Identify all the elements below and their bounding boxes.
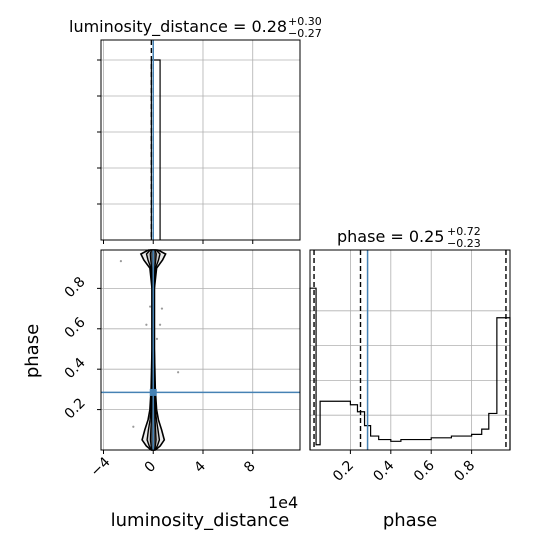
y-tick-label-phase: 0.4: [62, 355, 89, 382]
phase-title-plus: +0.72: [447, 225, 481, 238]
x-tick-label-distance: 0: [142, 458, 160, 476]
y-tick-label-phase: 0.8: [62, 274, 89, 301]
y-tick-label-phase: 0.6: [62, 314, 89, 341]
x-tick-label-distance: 4: [191, 458, 209, 476]
phase-histogram-panel: [309, 249, 511, 454]
x-tick-label-phase: 0.6: [411, 458, 438, 485]
panel-frame: [309, 249, 511, 451]
panel-frame: [100, 39, 301, 241]
truth-marker: [149, 388, 157, 396]
y-axis-label-phase: phase: [22, 324, 43, 378]
scatter-point: [119, 260, 122, 263]
luminosity-distance-title-plus: +0.30: [288, 15, 322, 28]
x-axis-label-luminosity-distance: luminosity_distance: [111, 510, 290, 531]
scatter-point: [160, 307, 164, 310]
luminosity-distance-histogram-panel: [97, 39, 301, 244]
scatter-point: [158, 323, 162, 326]
x-tick-label-distance: 8: [241, 458, 259, 476]
phase-title: phase = 0.25: [337, 227, 444, 246]
joint-density-panel: [97, 249, 301, 454]
offset-label: 1e4: [268, 493, 298, 512]
x-tick-label-phase: 0.4: [370, 458, 397, 485]
scatter-point: [132, 425, 135, 428]
x-tick-label-phase: 0.2: [330, 458, 357, 485]
histogram-step: [309, 287, 511, 450]
luminosity-distance-title: luminosity_distance = 0.28: [69, 17, 287, 37]
y-tick-label-phase: 0.2: [62, 395, 89, 422]
x-axis-label-phase: phase: [383, 510, 437, 531]
phase-title-minus: −0.23: [447, 237, 481, 250]
scatter-point: [145, 323, 148, 326]
panel-frame: [100, 249, 301, 451]
luminosity-distance-title-minus: −0.27: [288, 27, 322, 40]
tick-labels: −4 0 4 8 0.2 0.4 0.6 0.8 0.2 0.4 0.6 0.8: [62, 274, 479, 485]
x-tick-label-phase: 0.8: [451, 458, 478, 485]
scatter-point: [155, 337, 159, 340]
scatter-point: [149, 305, 152, 308]
scatter-point: [177, 371, 180, 374]
x-tick-label-distance: −4: [88, 454, 114, 480]
